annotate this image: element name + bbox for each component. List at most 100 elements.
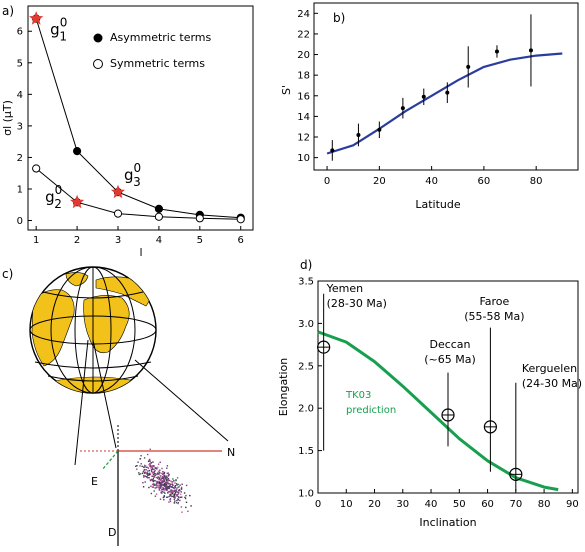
scatter-point — [161, 481, 164, 484]
scatter-point — [171, 495, 173, 498]
study-age: (~65 Ma) — [424, 353, 476, 366]
scatter-point — [154, 487, 157, 490]
scatter-point — [159, 469, 161, 471]
scatter-point — [168, 501, 170, 503]
panel-c-label: c) — [2, 267, 13, 281]
scatter-point — [152, 465, 155, 467]
scatter-point — [149, 464, 151, 466]
scatter-point — [153, 476, 155, 478]
scatter-point — [148, 486, 150, 489]
scatter-point — [177, 502, 179, 505]
scatter-point — [159, 477, 161, 479]
scatter-point — [145, 465, 147, 467]
scatter-point — [154, 467, 156, 469]
scatter-point — [162, 488, 165, 490]
data-point — [377, 127, 382, 132]
scatter-point — [162, 478, 165, 480]
panel-a-x-ticks: 1 2 3 4 5 6 — [33, 226, 244, 246]
scatter-point — [155, 481, 158, 483]
scatter-point — [144, 481, 146, 483]
scatter-point — [143, 475, 146, 477]
scatter-point — [159, 475, 161, 477]
scatter-point — [173, 486, 175, 489]
east-axis — [101, 450, 119, 471]
scatter-point — [156, 484, 158, 487]
scatter-point — [139, 473, 142, 475]
scatter-point — [136, 465, 138, 467]
x-tick-label: 60 — [481, 499, 494, 510]
scatter-point — [163, 478, 166, 480]
land-americas — [31, 289, 75, 367]
panel-d-frame — [317, 280, 579, 494]
scatter-point — [143, 466, 145, 468]
scatter-point — [153, 465, 155, 467]
scatter-point — [162, 471, 164, 473]
scatter-point — [165, 486, 167, 488]
scatter-point — [169, 491, 171, 493]
scatter-point — [166, 478, 168, 480]
scatter-point — [150, 485, 152, 487]
panel-a-frame — [27, 5, 254, 231]
scatter-point — [171, 490, 173, 492]
scatter-point — [142, 470, 145, 473]
scatter-point — [160, 485, 163, 487]
scatter-point — [158, 488, 160, 490]
scatter-point — [154, 480, 157, 482]
scatter-point — [167, 492, 169, 494]
scatter-point — [156, 468, 158, 470]
scatter-point — [174, 485, 177, 487]
scatter-point — [167, 477, 170, 480]
scatter-point — [162, 489, 165, 491]
scatter-point — [163, 471, 166, 474]
scatter-point — [174, 492, 177, 494]
scatter-point — [145, 472, 147, 474]
x-tick-label: 70 — [509, 499, 522, 510]
scatter-point — [159, 484, 161, 486]
scatter-point — [170, 493, 173, 495]
y-tick-label: 2 — [17, 153, 23, 164]
scatter-point — [165, 482, 167, 484]
scatter-point — [159, 461, 161, 463]
scatter-point — [152, 480, 154, 483]
x-tick-label: 50 — [453, 499, 466, 510]
scatter-point — [162, 487, 164, 489]
panel-d-x-ticks: 0 10 20 30 40 50 60 70 80 90 — [315, 489, 579, 510]
scatter-point — [166, 465, 169, 467]
scatter-point — [165, 484, 167, 486]
y-tick-label: 5 — [17, 58, 23, 69]
scatter-point — [175, 490, 177, 492]
symmetric-point — [154, 212, 164, 221]
scatter-point — [147, 453, 149, 456]
scatter-point — [178, 489, 181, 491]
scatter-point — [168, 487, 171, 489]
scatter-point — [180, 506, 183, 508]
panel-d-study-points: Yemen (28-30 Ma) Deccan (~65 Ma) Faroe (55-58… — [317, 282, 582, 492]
scatter-point — [174, 497, 176, 499]
scatter-point — [165, 487, 167, 489]
data-point — [528, 48, 533, 53]
scatter-point — [155, 476, 158, 479]
scatter-point — [161, 483, 163, 485]
tk03-label-line2: prediction — [346, 405, 396, 416]
panel-d-x-label: Inclination — [419, 516, 476, 529]
scatter-point — [179, 484, 181, 486]
x-tick-label: 2 — [74, 235, 80, 246]
scatter-point — [153, 472, 155, 474]
scatter-point — [168, 487, 170, 490]
scatter-point — [172, 484, 174, 486]
tk03-curve-line — [317, 330, 559, 492]
scatter-point — [157, 463, 160, 465]
land-africa — [83, 295, 130, 354]
scatter-point — [149, 460, 151, 462]
scatter-point — [159, 472, 162, 474]
scatter-point — [161, 486, 163, 489]
x-tick-label: 40 — [425, 176, 438, 187]
globe-land — [31, 272, 151, 393]
asymmetric-point — [154, 204, 164, 213]
symmetric-point — [113, 209, 123, 218]
panel-b-x-ticks: 0 20 40 60 80 — [324, 166, 543, 187]
asymmetric-point — [72, 147, 82, 156]
asymmetric-series-line — [35, 18, 241, 219]
scatter-point — [180, 496, 182, 498]
scatter-point — [185, 506, 187, 509]
